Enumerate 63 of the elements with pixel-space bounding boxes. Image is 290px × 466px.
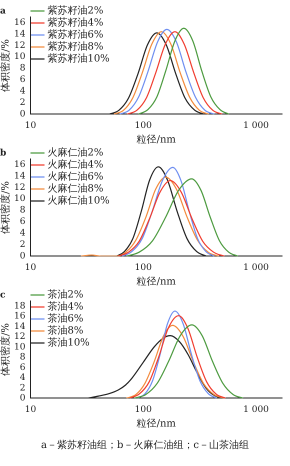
legend-label: 紫苏籽油10% xyxy=(47,52,110,65)
y-tick-label: 0 xyxy=(20,252,26,262)
legend-label: 紫苏籽油6% xyxy=(47,28,104,41)
legend-label: 茶油10% xyxy=(47,336,90,349)
legend-label: 火麻仁油10% xyxy=(47,194,110,207)
y-tick-label: 2 xyxy=(20,240,26,250)
x-tick-label: 1 000 xyxy=(243,262,270,273)
y-tick-label: 4 xyxy=(20,228,26,239)
legend-label: 茶油8% xyxy=(47,324,84,337)
y-tick-label: 6 xyxy=(20,217,26,228)
y-tick-label: 8 xyxy=(20,352,26,363)
line-series xyxy=(126,31,223,114)
legend-label: 火麻仁油2% xyxy=(47,146,104,159)
x-tick-label: 1 000 xyxy=(243,404,270,415)
x-tick-label: 100 xyxy=(134,120,152,131)
x-tick-label: 1 000 xyxy=(243,120,270,131)
legend-label: 茶油4% xyxy=(47,300,84,313)
line-series xyxy=(136,310,218,398)
legend-label: 茶油6% xyxy=(47,312,84,325)
y-axis-title: 体积密度/% xyxy=(0,323,12,376)
y-axis-title: 体积密度/% xyxy=(0,39,12,92)
y-tick-label: 10 xyxy=(14,342,26,352)
legend-label: 火麻仁油8% xyxy=(47,182,104,195)
y-tick-label: 12 xyxy=(14,182,26,193)
y-tick-label: 10 xyxy=(14,194,26,204)
y-tick-label: 16 xyxy=(14,160,26,170)
y-tick-label: 2 xyxy=(20,383,26,394)
legend-label: 紫苏籽油4% xyxy=(47,16,104,29)
x-axis-title: 粒径/nm xyxy=(136,134,176,146)
y-tick-label: 0 xyxy=(20,394,26,404)
y-tick-label: 8 xyxy=(20,64,26,74)
y-tick-label: 16 xyxy=(14,312,26,322)
y-tick-label: 4 xyxy=(20,373,26,384)
y-tick-label: 14 xyxy=(14,29,26,40)
y-tick-label: 8 xyxy=(20,206,26,216)
legend-label: 火麻仁油4% xyxy=(47,158,104,171)
chart-title: a xyxy=(0,6,6,17)
line-series xyxy=(118,180,226,256)
y-tick-label: 14 xyxy=(14,171,26,182)
chart-title: c xyxy=(0,290,6,301)
y-tick-label: 18 xyxy=(14,301,26,312)
x-axis-title: 粒径/nm xyxy=(136,418,176,430)
y-tick-label: 6 xyxy=(20,75,26,86)
y-tick-label: 10 xyxy=(14,52,26,62)
y-tick-label: 6 xyxy=(20,362,26,373)
x-tick-label: 100 xyxy=(134,404,152,415)
y-tick-label: 12 xyxy=(14,332,26,342)
y-tick-label: 4 xyxy=(20,86,26,97)
y-tick-label: 12 xyxy=(14,40,26,51)
y-tick-label: 2 xyxy=(20,98,26,108)
y-axis-title: 体积密度/% xyxy=(0,181,12,234)
legend-label: 火麻仁油6% xyxy=(47,170,104,183)
chart-title: b xyxy=(0,148,6,159)
y-tick-label: 14 xyxy=(14,322,26,332)
y-tick-label: 0 xyxy=(20,110,26,120)
legend-label: 紫苏籽油2% xyxy=(47,4,104,17)
line-series xyxy=(138,28,230,114)
text: a－紫苏籽油组；b－火麻仁油组；c－山茶油组 xyxy=(40,438,250,452)
legend-label: 茶油2% xyxy=(47,288,84,301)
legend-label: 紫苏籽油8% xyxy=(47,40,104,53)
y-tick-label: 16 xyxy=(14,18,26,28)
x-tick-label: 100 xyxy=(134,262,152,273)
x-axis-title: 粒径/nm xyxy=(136,276,176,288)
